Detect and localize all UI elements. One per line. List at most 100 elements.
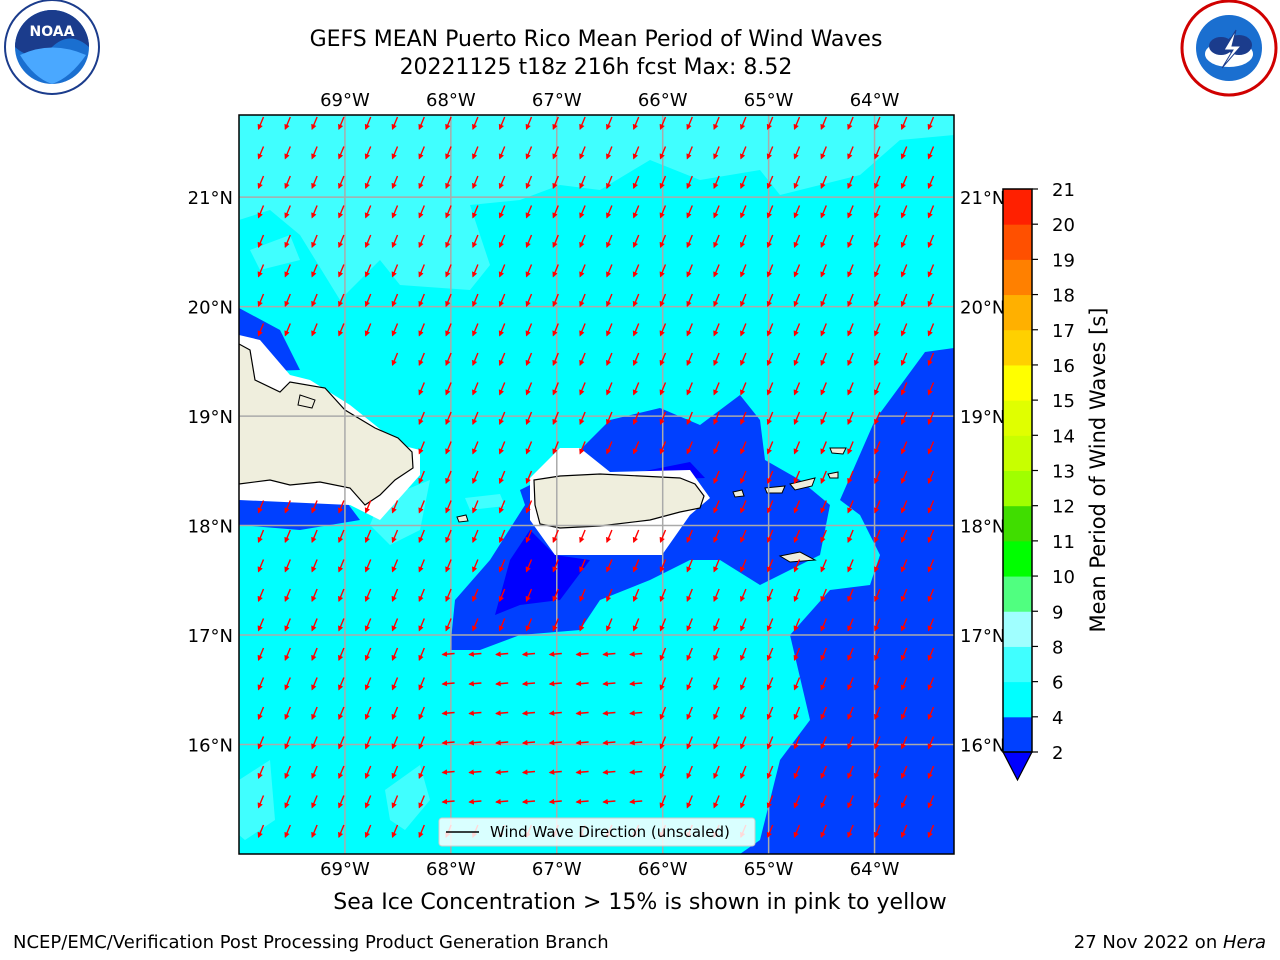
wind-arrow <box>659 441 667 455</box>
wind-arrow <box>766 647 774 662</box>
wind-arrow <box>548 798 562 805</box>
wind-arrow <box>418 411 425 426</box>
wind-arrow <box>391 529 399 544</box>
wind-arrow <box>495 651 509 657</box>
wind-arrow <box>874 382 881 396</box>
wind-arrow <box>525 146 533 160</box>
wind-arrow <box>579 293 586 308</box>
wind-arrow <box>686 736 693 750</box>
wind-arrow <box>284 146 291 160</box>
wind-arrow <box>364 588 372 603</box>
colorbar-tick-label: 6 <box>1052 673 1063 694</box>
wind-arrow <box>740 765 747 780</box>
wind-arrow <box>418 293 425 308</box>
wind-arrow <box>713 647 720 662</box>
colorbar-tick-label: 12 <box>1052 497 1075 518</box>
lat-labels-right: 21°N 20°N 19°N 18°N 17°N 16°N <box>960 188 1005 756</box>
wind-arrow <box>713 116 720 131</box>
wind-arrow <box>659 146 667 160</box>
wind-arrow <box>525 175 533 190</box>
wind-arrow <box>740 382 747 396</box>
wind-arrow <box>606 146 613 160</box>
wind-arrow <box>391 175 399 190</box>
wind-arrow <box>602 651 616 657</box>
wind-arrow <box>472 175 479 190</box>
wind-arrow <box>847 529 854 544</box>
wind-arrow <box>445 116 452 131</box>
colorbar-tick-label: 14 <box>1052 426 1075 447</box>
wind-arrow <box>579 352 586 367</box>
wind-arrow <box>445 264 452 278</box>
wind-arrow <box>472 205 479 219</box>
wind-arrow <box>575 710 589 716</box>
wind-arrow <box>632 411 640 426</box>
wind-arrow <box>713 795 720 809</box>
wind-arrow <box>927 559 935 573</box>
wind-arrow <box>338 205 345 219</box>
wind-arrow <box>847 795 854 809</box>
wind-arrow <box>525 205 533 219</box>
wind-arrow <box>338 323 345 337</box>
wind-arrow <box>498 441 506 455</box>
wind-arrow <box>391 264 399 278</box>
wind-arrow <box>632 146 640 160</box>
wind-arrow <box>740 470 747 485</box>
wind-arrow <box>311 500 318 514</box>
wind-arrow <box>257 618 265 632</box>
wind-arrow <box>552 323 559 337</box>
wind-arrow <box>498 559 506 573</box>
wind-arrow <box>740 116 747 131</box>
wind-arrow <box>338 264 345 278</box>
lat-label: 17°N <box>960 626 1005 647</box>
wind-arrow <box>472 264 479 278</box>
wind-arrow <box>713 205 720 219</box>
wind-arrow <box>847 618 854 632</box>
wind-arrow <box>874 293 881 308</box>
colorbar-tick-label: 2 <box>1052 743 1063 764</box>
colorbar-segment <box>1003 294 1032 331</box>
wind-arrow <box>847 736 854 750</box>
colorbar-segment <box>1003 189 1032 225</box>
wind-arrow <box>713 382 720 396</box>
wind-arrow <box>740 205 747 219</box>
wind-arrow <box>364 146 372 160</box>
wind-arrow <box>659 588 667 603</box>
wind-arrow <box>445 618 452 632</box>
colorbar-under-triangle <box>1002 751 1033 782</box>
wind-arrow <box>364 647 372 662</box>
wind-arrow <box>311 234 318 249</box>
lat-label: 19°N <box>960 407 1005 428</box>
wind-arrow <box>632 175 640 190</box>
wind-arrow <box>659 382 667 396</box>
wind-arrow <box>445 500 452 514</box>
wind-arrow <box>686 382 693 396</box>
lon-label: 68°W <box>426 90 476 111</box>
colorbar-segment <box>1003 435 1032 471</box>
wind-arrow <box>900 706 908 721</box>
wind-arrow <box>874 677 881 691</box>
wind-arrow <box>766 293 774 308</box>
wind-arrow <box>740 529 747 544</box>
wind-arrow <box>311 647 318 662</box>
wind-arrow <box>713 175 720 190</box>
wind-arrow <box>472 588 479 603</box>
wind-arrow <box>874 175 881 190</box>
wind-arrow <box>874 647 881 662</box>
wind-arrow <box>927 736 935 750</box>
wind-arrow <box>900 382 908 396</box>
wind-arrow <box>441 769 455 775</box>
wind-arrow <box>793 352 801 367</box>
wind-arrow <box>793 382 801 396</box>
wind-arrow <box>820 824 827 839</box>
wind-arrow <box>632 618 640 632</box>
wind-arrow <box>472 352 479 367</box>
wind-arrow <box>418 175 425 190</box>
wind-arrow <box>441 798 455 805</box>
wind-arrow <box>445 411 452 426</box>
wind-arrow <box>338 146 345 160</box>
wind-arrow <box>284 293 291 308</box>
wind-arrow <box>740 441 747 455</box>
wind-arrow <box>498 470 506 485</box>
wind-arrow <box>874 795 881 809</box>
wind-arrow <box>606 441 613 455</box>
